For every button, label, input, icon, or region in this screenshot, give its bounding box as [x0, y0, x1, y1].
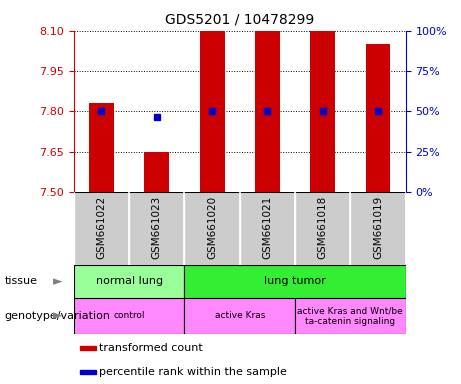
Text: active Kras: active Kras [214, 311, 265, 320]
Text: GSM661022: GSM661022 [96, 196, 106, 259]
Text: transformed count: transformed count [99, 343, 203, 353]
Text: normal lung: normal lung [95, 276, 163, 286]
Bar [310, 31, 335, 192]
Bar [74, 265, 184, 298]
Bar [184, 298, 295, 334]
Text: percentile rank within the sample: percentile rank within the sample [99, 366, 287, 377]
Bar [240, 192, 295, 265]
Bar [184, 192, 240, 265]
Bar [200, 31, 225, 192]
Bar [129, 192, 184, 265]
Text: ►: ► [53, 275, 62, 288]
Text: GSM661021: GSM661021 [262, 196, 272, 259]
Text: GSM661019: GSM661019 [373, 196, 383, 259]
Bar [350, 192, 406, 265]
Bar [74, 192, 129, 265]
Text: lung tumor: lung tumor [264, 276, 326, 286]
Text: control: control [113, 311, 145, 320]
Bar [366, 44, 390, 192]
Bar [295, 192, 350, 265]
Bar [74, 298, 184, 334]
Title: GDS5201 / 10478299: GDS5201 / 10478299 [165, 13, 314, 27]
Bar [80, 346, 96, 350]
Bar [255, 31, 280, 192]
Text: genotype/variation: genotype/variation [5, 311, 111, 321]
Text: active Kras and Wnt/be
ta-catenin signaling: active Kras and Wnt/be ta-catenin signal… [297, 306, 403, 326]
Bar [89, 103, 114, 192]
Text: tissue: tissue [5, 276, 38, 286]
Bar [295, 298, 406, 334]
Text: GSM661023: GSM661023 [152, 196, 162, 259]
Text: GSM661018: GSM661018 [318, 196, 328, 259]
Text: GSM661020: GSM661020 [207, 196, 217, 259]
Text: ►: ► [53, 310, 62, 322]
Bar [80, 369, 96, 374]
Bar [144, 152, 169, 192]
Bar [184, 265, 406, 298]
